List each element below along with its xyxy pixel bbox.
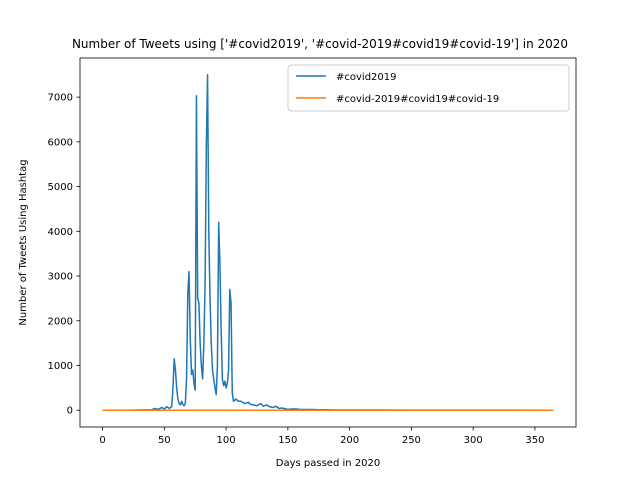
x-tick-label: 250 [402, 435, 421, 446]
legend-box [287, 64, 570, 112]
y-axis-label: Number of Tweets Using Hashtag [18, 159, 29, 325]
y-tick-label: 0 [67, 406, 73, 417]
series-layer [102, 74, 554, 411]
plot-frame [79, 57, 577, 428]
x-tick-label: 350 [525, 435, 544, 446]
x-tick-label: 200 [340, 435, 359, 446]
series-line-1 [102, 74, 554, 411]
legend-label-series-1: #covid2019 [336, 72, 397, 83]
plot-area [79, 57, 577, 428]
y-tick-label: 6000 [48, 137, 73, 148]
y-axis-ticks: 0 1000 2000 3000 4000 5000 6000 7000 [48, 93, 80, 417]
y-tick-label: 2000 [48, 316, 73, 327]
y-tick-label: 1000 [48, 361, 73, 372]
y-tick-label: 7000 [48, 93, 73, 104]
x-tick-label: 0 [99, 435, 105, 446]
x-tick-label: 150 [278, 435, 297, 446]
x-axis-label: Days passed in 2020 [276, 458, 380, 469]
y-tick-label: 4000 [48, 227, 73, 238]
y-tick-label: 5000 [48, 182, 73, 193]
x-tick-label: 50 [158, 435, 171, 446]
legend: #covid2019 #covid-2019#covid19#covid-19 [287, 64, 570, 112]
x-axis-ticks: 0 50 100 150 200 250 300 350 [99, 427, 544, 446]
plot-background [80, 58, 576, 427]
y-tick-label: 3000 [48, 272, 73, 283]
x-tick-label: 300 [464, 435, 483, 446]
x-tick-label: 100 [217, 435, 236, 446]
legend-label-series-2: #covid-2019#covid19#covid-19 [336, 94, 499, 105]
chart-title: Number of Tweets using ['#covid2019', '#… [72, 37, 568, 51]
